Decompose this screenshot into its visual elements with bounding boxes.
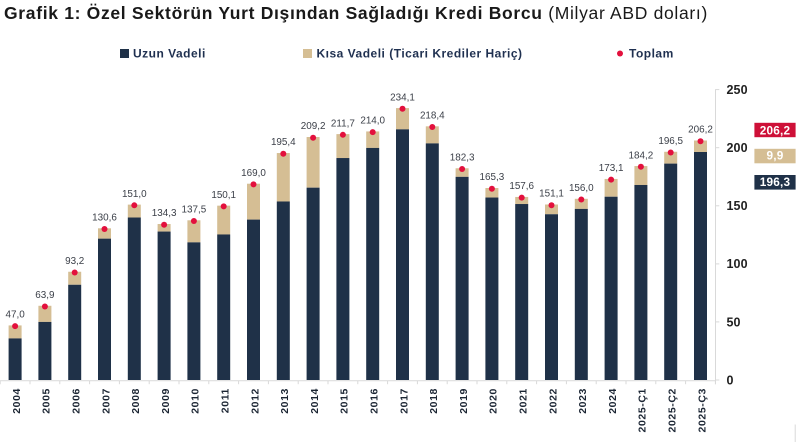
svg-text:Grafik 1: Özel Sektörün Yurt D: Grafik 1: Özel Sektörün Yurt Dışından Sa… [4, 3, 708, 23]
svg-text:134,3: 134,3 [152, 208, 177, 219]
svg-text:2005: 2005 [41, 388, 53, 414]
svg-text:206,2: 206,2 [688, 125, 713, 136]
svg-text:2004: 2004 [11, 388, 23, 414]
svg-text:151,0: 151,0 [122, 189, 147, 200]
svg-text:211,7: 211,7 [331, 118, 355, 129]
svg-text:169,0: 169,0 [241, 168, 266, 179]
svg-text:2010: 2010 [190, 388, 202, 414]
svg-text:150: 150 [727, 199, 748, 213]
svg-text:63,9: 63,9 [35, 290, 55, 301]
svg-text:0: 0 [727, 373, 734, 387]
svg-text:9,9: 9,9 [767, 149, 784, 163]
svg-text:206,2: 206,2 [760, 123, 791, 137]
svg-text:2024: 2024 [607, 388, 619, 414]
svg-text:2025-Ç3: 2025-Ç3 [696, 388, 708, 432]
svg-text:130,6: 130,6 [92, 213, 117, 224]
svg-text:137,5: 137,5 [182, 204, 207, 215]
svg-text:195,4: 195,4 [271, 137, 296, 148]
svg-text:2014: 2014 [309, 388, 321, 414]
svg-text:2016: 2016 [369, 388, 381, 414]
svg-text:156,0: 156,0 [569, 183, 594, 194]
svg-text:2021: 2021 [518, 388, 530, 414]
svg-text:93,2: 93,2 [65, 256, 84, 267]
svg-text:50: 50 [727, 315, 741, 329]
svg-text:2018: 2018 [428, 388, 440, 414]
svg-text:2009: 2009 [160, 388, 172, 414]
svg-text:151,1: 151,1 [539, 189, 564, 200]
svg-text:100: 100 [727, 257, 748, 271]
svg-text:196,5: 196,5 [658, 136, 683, 147]
svg-text:2013: 2013 [279, 388, 291, 414]
svg-text:150,1: 150,1 [211, 190, 236, 201]
svg-text:2006: 2006 [71, 388, 83, 414]
svg-text:184,2: 184,2 [629, 150, 654, 161]
svg-text:47,0: 47,0 [5, 310, 25, 321]
svg-text:2012: 2012 [249, 388, 261, 414]
svg-text:2022: 2022 [547, 388, 559, 414]
svg-text:Kısa Vadeli (Ticari Krediler H: Kısa Vadeli (Ticari Krediler Hariç) [317, 47, 523, 61]
svg-text:250: 250 [727, 83, 748, 97]
svg-text:157,6: 157,6 [509, 181, 534, 192]
svg-text:165,3: 165,3 [480, 172, 505, 183]
svg-text:2023: 2023 [577, 388, 589, 414]
svg-text:2020: 2020 [488, 388, 500, 414]
svg-text:218,4: 218,4 [420, 111, 445, 122]
svg-text:2011: 2011 [220, 388, 232, 413]
svg-text:2025-Ç2: 2025-Ç2 [667, 388, 679, 432]
svg-text:182,3: 182,3 [450, 152, 475, 163]
svg-text:209,2: 209,2 [301, 121, 326, 132]
svg-text:214,0: 214,0 [360, 116, 385, 127]
svg-text:173,1: 173,1 [599, 163, 624, 174]
svg-text:2008: 2008 [130, 388, 142, 414]
svg-text:Uzun Vadeli: Uzun Vadeli [133, 47, 206, 61]
svg-text:Toplam: Toplam [629, 47, 674, 61]
svg-text:2019: 2019 [458, 388, 470, 414]
svg-text:2025-Ç1: 2025-Ç1 [637, 388, 649, 432]
svg-text:200: 200 [727, 141, 748, 155]
svg-text:196,3: 196,3 [760, 175, 791, 189]
svg-text:2015: 2015 [339, 388, 351, 414]
svg-text:2017: 2017 [398, 388, 410, 414]
svg-text:2007: 2007 [100, 388, 112, 414]
svg-text:234,1: 234,1 [390, 92, 415, 103]
